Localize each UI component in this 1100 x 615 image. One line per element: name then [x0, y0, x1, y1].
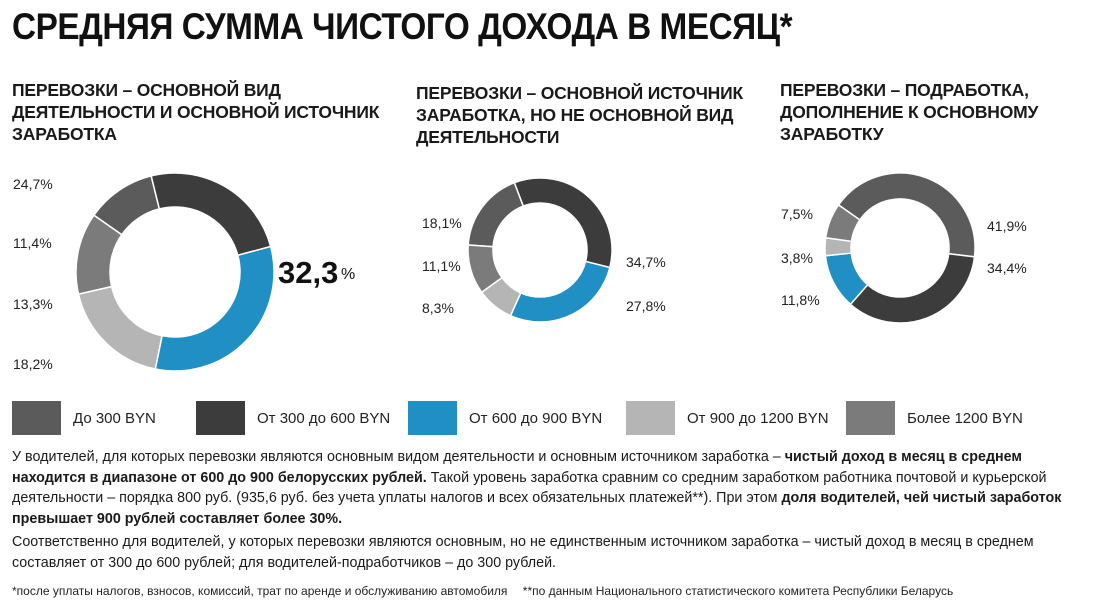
chart-3-title-line: ПЕРЕВОЗКИ – ПОДРАБОТКА,	[780, 80, 1029, 100]
chart-2-title-line: ДЕЯТЕЛЬНОСТИ	[416, 127, 560, 147]
legend-item: От 300 до 600 BYN	[196, 401, 390, 435]
chart-1-slice-600-to-900	[154, 245, 275, 372]
chart-3-slice-300-to-600	[849, 252, 976, 324]
legend-swatch	[12, 401, 61, 435]
chart-2-slice-over-1200	[467, 244, 504, 294]
paragraph-text: Такой уровень заработка сравним со средн…	[12, 469, 1047, 507]
chart-3-title-line: ДОПОЛНЕНИЕ К ОСНОВНОМУ	[780, 102, 1039, 122]
legend-swatch	[846, 401, 895, 435]
chart-legend: До 300 BYN От 300 до 600 BYN От 600 до 9…	[0, 401, 1100, 435]
legend-swatch	[196, 401, 245, 435]
chart-2-slice-300-to-600	[513, 177, 613, 269]
legend-label: От 600 до 900 BYN	[469, 409, 603, 427]
chart-1-slice-900-to-1200	[77, 285, 163, 370]
paragraph-emphasis: доля водителей, чей чистый заработок пре…	[12, 490, 1062, 527]
chart-3-title: ПЕРЕВОЗКИ – ПОДРАБОТКА, ДОПОЛНЕНИЕ К ОСН…	[780, 79, 1038, 145]
chart-3-data-label: 34,4%	[987, 260, 1027, 276]
legend-label: От 300 до 600 BYN	[257, 409, 391, 427]
chart-1-title-line: ПЕРЕВОЗКИ – ОСНОВНОЙ ВИД	[12, 80, 281, 100]
chart-1-highlight-unit: %	[341, 266, 355, 283]
chart-2-data-label: 34,7%	[626, 254, 666, 270]
chart-1-title-line: ДЕЯТЕЛЬНОСТИ И ОСНОВНОЙ ИСТОЧНИК	[12, 102, 380, 122]
legend-item: Более 1200 BYN	[846, 401, 1023, 435]
paragraph-emphasis: чистый доход в месяц в среднем находится…	[12, 449, 1022, 486]
chart-2-data-label: 18,1%	[422, 215, 462, 231]
legend-swatch	[626, 401, 675, 435]
footnote: *после уплаты налогов, взносов, комиссий…	[12, 584, 508, 598]
chart-1-title: ПЕРЕВОЗКИ – ОСНОВНОЙ ВИД ДЕЯТЕЛЬНОСТИ И …	[12, 79, 379, 145]
chart-2-slice-600-to-900	[509, 260, 611, 323]
chart-2-data-label: 11,1%	[422, 258, 461, 274]
chart-2-slice-up-to-300	[467, 181, 525, 248]
legend-label: От 900 до 1200 BYN	[687, 409, 829, 427]
chart-3-title-line: ЗАРАБОТКУ	[780, 124, 884, 144]
paragraph-text: У водителей, для которых перевозки являю…	[12, 449, 785, 465]
chart-2-data-label: 27,8%	[626, 298, 666, 314]
chart-3-data-label: 11,8%	[781, 292, 820, 308]
chart-1-slice-over-1200	[75, 214, 123, 296]
chart-2-title-line: ПЕРЕВОЗКИ – ОСНОВНОЙ ИСТОЧНИК	[416, 83, 743, 103]
chart-3-data-label: 3,8%	[781, 250, 813, 266]
chart-1-highlight-value: 32,3	[278, 255, 338, 290]
chart-1-data-label: 18,2%	[13, 356, 53, 372]
description-paragraph-1: У водителей, для которых перевозки являю…	[12, 447, 1072, 529]
description-paragraph-2: Соответственно для водителей, у которых …	[12, 534, 1034, 571]
legend-item: От 600 до 900 BYN	[408, 401, 602, 435]
chart-1-data-label: 13,3%	[13, 296, 53, 312]
chart-3-data-label: 7,5%	[781, 206, 813, 222]
chart-1-data-label: 11,4%	[13, 235, 52, 251]
chart-1-title-line: ЗАРАБОТКА	[12, 124, 117, 144]
footnotes: *после уплаты налогов, взносов, комиссий…	[12, 584, 965, 598]
legend-item: До 300 BYN	[12, 401, 156, 435]
legend-label: Более 1200 BYN	[907, 409, 1023, 427]
chart-1-slice-300-to-600	[150, 172, 272, 257]
chart-1-data-label: 24,7%	[13, 176, 53, 192]
page-title: СРЕДНЯЯ СУММА ЧИСТОГО ДОХОДА В МЕСЯЦ*	[12, 6, 793, 47]
legend-swatch	[408, 401, 457, 435]
footnote: **по данным Национального статистическог…	[522, 584, 954, 598]
legend-item: От 900 до 1200 BYN	[626, 401, 829, 435]
chart-2-title: ПЕРЕВОЗКИ – ОСНОВНОЙ ИСТОЧНИК ЗАРАБОТКА,…	[416, 82, 743, 148]
chart-3-slice-up-to-300	[837, 172, 976, 258]
chart-3-slice-over-1200	[824, 203, 861, 243]
legend-label: До 300 BYN	[73, 409, 156, 427]
chart-3-data-label: 41,9%	[987, 218, 1027, 234]
donut-charts: 11,4% 24,7% 18,2% 13,3% 32,3 % 18,1% 34,7% 27,8%…	[13, 172, 1027, 372]
chart-2-data-label: 8,3%	[422, 300, 454, 316]
chart-2-title-line: ЗАРАБОТКА, НО НЕ ОСНОВНОЙ ВИД	[416, 105, 734, 125]
